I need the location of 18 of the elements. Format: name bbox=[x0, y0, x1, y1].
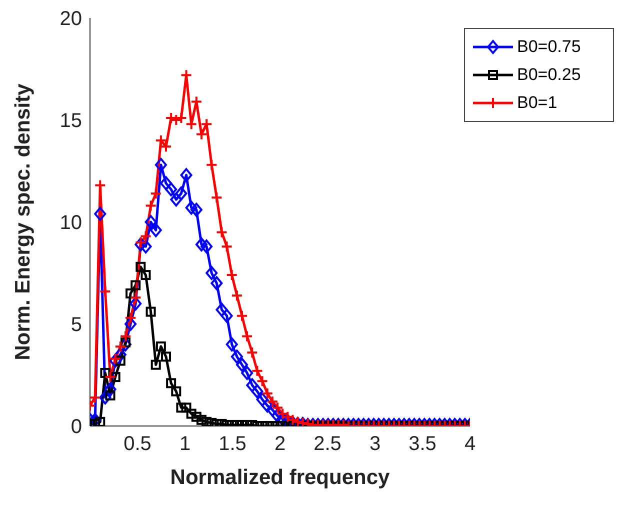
y-tick-label: 15 bbox=[60, 110, 82, 132]
y-axis-title: Norm. Energy spec. density bbox=[11, 83, 34, 360]
x-tick-label: 4 bbox=[464, 433, 476, 456]
x-tick-label: 0.5 bbox=[124, 433, 152, 456]
legend-label: B0=0.75 bbox=[517, 37, 581, 57]
y-tick-label: 20 bbox=[60, 8, 82, 30]
y-tick-label: 0 bbox=[70, 416, 82, 438]
y-tick-label: 5 bbox=[70, 314, 82, 336]
y-tick-label: 10 bbox=[60, 212, 82, 234]
x-tick-label: 1 bbox=[179, 433, 191, 456]
x-tick-label: 3.5 bbox=[408, 433, 436, 456]
legend-label: B0=0.25 bbox=[517, 65, 581, 85]
x-tick-label: 2 bbox=[274, 433, 286, 456]
x-tick-label: 2.5 bbox=[314, 433, 342, 456]
x-axis-title: Normalized frequency bbox=[170, 466, 390, 489]
x-tick-label: 1.5 bbox=[218, 433, 246, 456]
legend-label: B0=1 bbox=[517, 93, 558, 113]
x-tick-label: 3 bbox=[369, 433, 381, 456]
